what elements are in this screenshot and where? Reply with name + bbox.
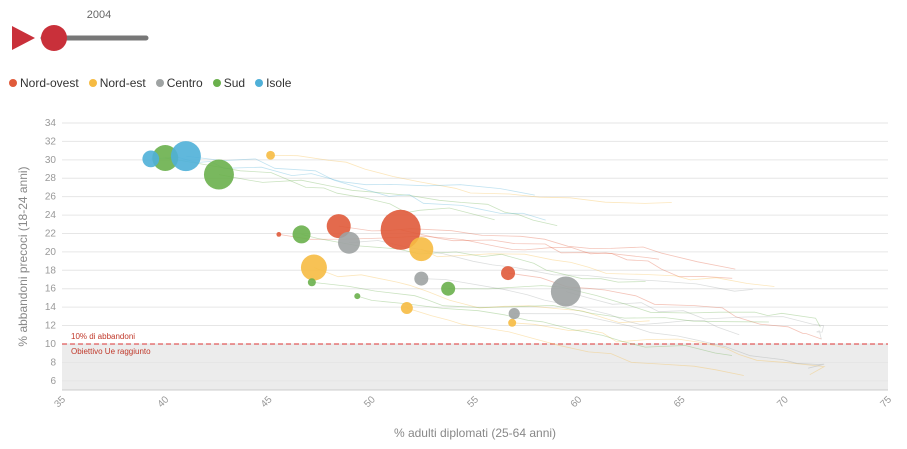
data-point-nord-est: [400, 302, 413, 315]
legend-label: Isole: [266, 76, 292, 90]
legend-item-nord-ovest[interactable]: Nord-ovest: [9, 76, 79, 90]
trajectory-line: [301, 234, 646, 283]
x-tick-label: 70: [775, 394, 791, 410]
data-point-sud: [307, 278, 316, 287]
trajectory-line: [421, 248, 775, 287]
data-point-sud: [441, 281, 456, 296]
data-point-nord-est: [508, 318, 517, 327]
y-tick-label: 34: [45, 118, 57, 129]
y-tick-label: 24: [45, 210, 57, 221]
y-tick-label: 32: [45, 136, 57, 147]
data-point-nord-ovest: [326, 214, 351, 239]
data-point-centro: [550, 276, 581, 307]
legend-dot: [255, 79, 264, 87]
data-point-sud: [203, 159, 234, 190]
y-tick-label: 26: [45, 192, 57, 203]
x-tick-label: 60: [569, 394, 585, 410]
data-point-nord-est: [300, 254, 327, 281]
data-point-nord-ovest: [380, 209, 421, 250]
legend-item-sud[interactable]: Sud: [212, 76, 246, 90]
x-tick-label: 50: [362, 394, 378, 410]
x-tick-label: 45: [259, 394, 275, 410]
target-zone: [62, 343, 888, 390]
legend-item-centro[interactable]: Centro: [155, 76, 203, 90]
data-point-isole: [170, 141, 201, 172]
y-tick-label: 8: [50, 357, 56, 368]
reference-label-below: Obiettivo Ue raggiunto: [71, 347, 151, 356]
trajectory-line: [421, 278, 740, 336]
legend: Nord-ovest Nord-est Centro Sud Isole: [9, 76, 291, 90]
y-tick-label: 22: [45, 228, 57, 239]
legend-label: Sud: [223, 76, 246, 90]
trajectory-line: [311, 281, 769, 323]
data-point-sud: [292, 225, 311, 244]
trajectory-line: [349, 240, 753, 292]
y-tick-label: 12: [45, 321, 57, 332]
trajectory-line: [514, 313, 825, 369]
data-point-isole: [142, 150, 160, 168]
trajectory-line: [406, 307, 744, 376]
legend-label: Nord-est: [99, 76, 146, 90]
trajectory-line: [270, 154, 672, 204]
y-axis-title: % abbandoni precoci (18-24 anni): [16, 166, 30, 346]
trajectory-line: [185, 155, 546, 221]
x-tick-label: 40: [156, 394, 172, 410]
trajectory-line: [400, 229, 733, 279]
data-point-nord-ovest: [276, 232, 282, 237]
timeline-player: 2004: [12, 9, 149, 51]
legend-label: Centro: [166, 76, 203, 90]
x-tick-label: 75: [878, 394, 894, 410]
trajectory-line: [338, 225, 736, 270]
data-point-sud: [354, 293, 361, 300]
data-point-sud: [152, 144, 179, 171]
legend-dot: [9, 79, 17, 87]
data-point-nord-est: [266, 150, 275, 160]
trajectory-line: [507, 272, 822, 340]
legend-item-nord-est[interactable]: Nord-est: [88, 76, 146, 90]
x-tick-label: 35: [52, 394, 68, 410]
legend-dot: [155, 79, 164, 87]
trajectory-line: [357, 295, 733, 356]
y-tick-label: 14: [45, 302, 57, 313]
trajectory-line: [448, 285, 821, 328]
timeline-slider-handle[interactable]: [41, 25, 67, 51]
legend-item-isole[interactable]: Isole: [255, 76, 291, 90]
data-point-nord-ovest: [501, 266, 516, 281]
legend-dot: [212, 79, 221, 87]
trajectory-line: [565, 291, 825, 340]
trajectory-line: [512, 322, 826, 376]
legend-label: Nord-ovest: [20, 76, 79, 90]
x-tick-label: 65: [672, 394, 688, 410]
data-point-centro: [338, 231, 361, 254]
y-tick-label: 10: [45, 339, 57, 350]
trajectory-line: [150, 156, 535, 196]
y-tick-label: 16: [45, 284, 57, 295]
reference-label-above: 10% di abbandoni: [71, 332, 135, 341]
data-point-nord-est: [409, 237, 434, 262]
trajectory-line: [165, 157, 495, 221]
x-tick-label: 55: [465, 394, 481, 410]
y-tick-label: 28: [45, 173, 57, 184]
data-point-centro: [508, 307, 520, 320]
trajectory-line: [313, 267, 650, 324]
y-tick-label: 30: [45, 155, 57, 166]
y-tick-label: 20: [45, 247, 57, 258]
year-label: 2004: [87, 9, 111, 21]
x-axis-title: % adulti diplomati (25-64 anni): [394, 426, 556, 440]
legend-dot: [88, 79, 97, 87]
y-tick-label: 6: [50, 376, 56, 387]
play-icon[interactable]: [12, 26, 35, 50]
trajectory-line: [278, 234, 660, 260]
data-point-centro: [414, 271, 429, 286]
y-tick-label: 18: [45, 265, 57, 276]
trajectory-line: [218, 174, 558, 226]
